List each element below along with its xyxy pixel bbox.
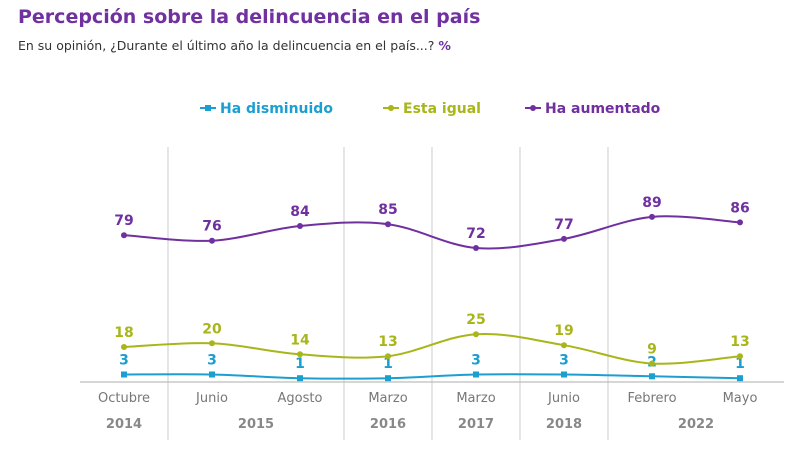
data-label-esta-igual: 14 <box>290 332 310 348</box>
year-label: 2018 <box>546 417 582 432</box>
data-point-esta-igual <box>209 340 215 347</box>
chart-subtitle: En su opinión, ¿Durante el último año la… <box>18 38 451 53</box>
data-label-ha-aumentado: 89 <box>642 195 661 211</box>
data-point-ha-aumentado <box>473 245 479 251</box>
data-point-ha-aumentado <box>121 232 127 239</box>
legend-marker-ha-disminuido <box>205 105 211 111</box>
data-label-ha-disminuido: 3 <box>471 353 481 369</box>
legend-label-esta-igual: Esta igual <box>403 101 481 117</box>
legend-marker-esta-igual <box>388 105 394 111</box>
data-label-esta-igual: 18 <box>114 325 133 341</box>
series-line-ha-aumentado <box>123 215 741 250</box>
legend-marker-ha-aumentado <box>530 105 536 111</box>
x-tick-label: Junio <box>547 391 580 406</box>
x-tick-label: Febrero <box>627 391 676 406</box>
data-point-esta-igual <box>121 344 127 350</box>
data-point-ha-aumentado <box>737 219 743 226</box>
year-label: 2016 <box>370 417 406 432</box>
data-point-ha-aumentado <box>297 223 303 229</box>
data-point-ha-disminuido <box>737 375 743 382</box>
year-label: 2022 <box>678 417 714 432</box>
year-label: 2014 <box>106 417 142 432</box>
data-point-esta-igual <box>385 353 391 360</box>
x-tick-label: Marzo <box>456 391 495 406</box>
data-label-ha-disminuido: 1 <box>295 356 305 372</box>
data-label-ha-aumentado: 84 <box>290 204 310 220</box>
data-label-esta-igual: 13 <box>378 334 397 350</box>
data-label-ha-disminuido: 1 <box>383 356 393 372</box>
data-label-esta-igual: 9 <box>647 342 657 358</box>
x-tick-label: Mayo <box>723 391 758 406</box>
data-point-ha-aumentado <box>561 235 567 242</box>
data-point-ha-aumentado <box>209 237 215 244</box>
data-label-ha-aumentado: 77 <box>554 217 573 233</box>
data-point-ha-disminuido <box>209 371 215 378</box>
data-label-ha-aumentado: 72 <box>466 226 485 242</box>
data-point-esta-igual <box>473 331 479 338</box>
data-label-ha-disminuido: 3 <box>207 353 217 369</box>
year-label: 2017 <box>458 417 494 432</box>
data-point-ha-disminuido <box>473 371 479 378</box>
data-label-esta-igual: 25 <box>466 312 485 328</box>
data-point-esta-igual <box>561 342 567 349</box>
subtitle-text: En su opinión, ¿Durante el último año la… <box>18 38 435 53</box>
data-point-ha-disminuido <box>121 371 127 378</box>
year-label: 2015 <box>238 417 274 432</box>
unit-label: % <box>438 38 451 53</box>
x-tick-label: Octubre <box>98 391 150 406</box>
chart-title: Percepción sobre la delincuencia en el p… <box>18 6 481 28</box>
x-tick-label: Marzo <box>368 391 407 406</box>
data-point-esta-igual <box>649 360 655 367</box>
data-point-esta-igual <box>297 351 303 358</box>
legend-label-ha-disminuido: Ha disminuido <box>220 101 333 117</box>
data-point-ha-aumentado <box>649 213 655 220</box>
data-label-ha-disminuido: 3 <box>559 353 569 369</box>
data-label-ha-disminuido: 1 <box>735 356 745 372</box>
data-point-ha-disminuido <box>297 375 303 382</box>
series-line-esta-igual <box>123 332 741 365</box>
data-label-ha-aumentado: 86 <box>730 200 749 216</box>
data-label-esta-igual: 20 <box>202 321 222 337</box>
data-point-ha-disminuido <box>561 371 567 378</box>
legend-label-ha-aumentado: Ha aumentado <box>545 101 661 117</box>
data-point-ha-disminuido <box>649 373 655 380</box>
data-point-ha-aumentado <box>385 221 391 228</box>
x-tick-label: Junio <box>195 391 228 406</box>
data-label-ha-aumentado: 85 <box>378 202 397 218</box>
series-line-ha-disminuido <box>123 373 741 380</box>
data-label-ha-aumentado: 76 <box>202 219 221 235</box>
data-label-esta-igual: 19 <box>554 323 573 339</box>
data-point-ha-disminuido <box>385 375 391 382</box>
data-label-ha-disminuido: 3 <box>119 353 129 369</box>
data-point-esta-igual <box>737 353 743 360</box>
data-label-ha-aumentado: 79 <box>114 213 133 229</box>
data-label-esta-igual: 13 <box>730 334 749 350</box>
x-tick-label: Agosto <box>278 391 323 406</box>
